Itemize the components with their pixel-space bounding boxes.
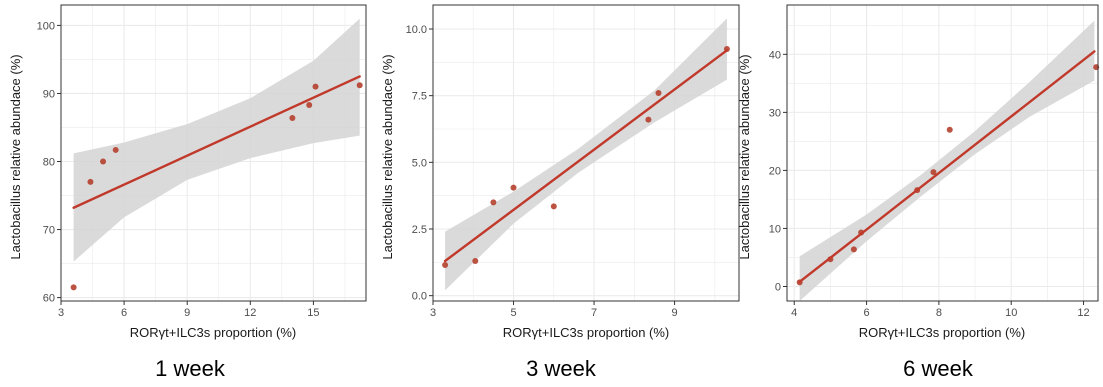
- y-tick-label: 10: [769, 223, 781, 235]
- x-tick-label: 15: [307, 307, 319, 319]
- y-tick-label: 90: [43, 88, 55, 100]
- x-tick-label: 12: [1077, 307, 1089, 319]
- plot-frame: [786, 4, 1099, 302]
- y-tick-label: 0.0: [412, 291, 427, 303]
- x-tick-label: 3: [58, 307, 64, 319]
- plot-frame: [60, 4, 367, 302]
- regression-line: [72, 75, 361, 209]
- x-tick-label: 4: [791, 307, 797, 319]
- data-point: [645, 116, 652, 123]
- x-tick-label: 10: [1005, 307, 1017, 319]
- x-tick-label: 8: [936, 307, 942, 319]
- confidence-band: [799, 20, 1095, 301]
- plot-frame: [432, 4, 740, 302]
- y-tick-label: 30: [769, 107, 781, 119]
- chart-panel-2: 3 5 7 9 0.0 2.5 5.0 7.5 10.0 RORγt+ILC3s proporti…: [380, 4, 740, 381]
- panel-caption: 1 week: [155, 356, 226, 381]
- data-point: [356, 82, 363, 89]
- y-tick-label: 7.5: [412, 91, 427, 103]
- data-point: [112, 146, 119, 153]
- y-axis-title: Lactobacillus relative abundace (%): [737, 54, 752, 259]
- panel-caption: 3 week: [526, 356, 597, 381]
- chart-panel-1: 3 6 9 12 15 60 70 80 90 100 RORγt+ILC3s proportion…: [8, 4, 367, 381]
- x-tick-label: 6: [121, 307, 127, 319]
- y-tick-label: 60: [43, 293, 55, 305]
- y-axis-title: Lactobacillus relative abundace (%): [8, 54, 23, 259]
- confidence-band: [73, 18, 360, 262]
- data-point: [946, 126, 953, 133]
- y-tick-label: 5.0: [412, 157, 427, 169]
- data-point: [306, 102, 313, 109]
- data-point: [490, 199, 497, 206]
- x-tick-label: 12: [244, 307, 256, 319]
- x-axis-title: RORγt+ILC3s proportion (%): [503, 325, 670, 340]
- data-point: [510, 184, 517, 191]
- y-tick-label: 80: [43, 157, 55, 169]
- x-tick-label: 9: [184, 307, 190, 319]
- regression-line: [443, 49, 729, 263]
- data-point: [550, 203, 557, 210]
- x-tick-label: 7: [591, 307, 597, 319]
- regression-line: [798, 50, 1096, 284]
- data-point: [655, 90, 662, 96]
- y-axis-title: Lactobacillus relative abundace (%): [380, 54, 395, 259]
- panel-caption: 6 week: [903, 356, 974, 381]
- y-tick-label: 2.5: [412, 224, 427, 236]
- data-point: [472, 258, 479, 264]
- data-point: [70, 284, 77, 291]
- data-point: [87, 178, 94, 185]
- x-tick-label: 3: [430, 307, 436, 319]
- x-tick-label: 9: [672, 307, 678, 319]
- y-tick-label: 10.0: [406, 24, 427, 36]
- data-point: [442, 262, 449, 268]
- x-tick-label: 6: [863, 307, 869, 319]
- y-tick-label: 100: [37, 20, 55, 32]
- data-point: [289, 114, 296, 121]
- data-point: [930, 169, 937, 176]
- data-point: [100, 158, 107, 165]
- data-point: [312, 83, 319, 90]
- x-tick-label: 5: [510, 307, 516, 319]
- y-tick-label: 70: [43, 225, 55, 237]
- x-axis-title: RORγt+ILC3s proportion (%): [859, 325, 1026, 340]
- y-tick-label: 0: [775, 281, 781, 293]
- y-tick-label: 20: [769, 165, 781, 177]
- data-point: [850, 246, 857, 253]
- y-tick-label: 40: [769, 49, 781, 61]
- x-axis-title: RORγt+ILC3s proportion (%): [130, 325, 297, 340]
- chart-panel-3: 4 6 8 10 12 0 10 20 30 40 RORγt+ILC3s proportion (…: [737, 4, 1100, 381]
